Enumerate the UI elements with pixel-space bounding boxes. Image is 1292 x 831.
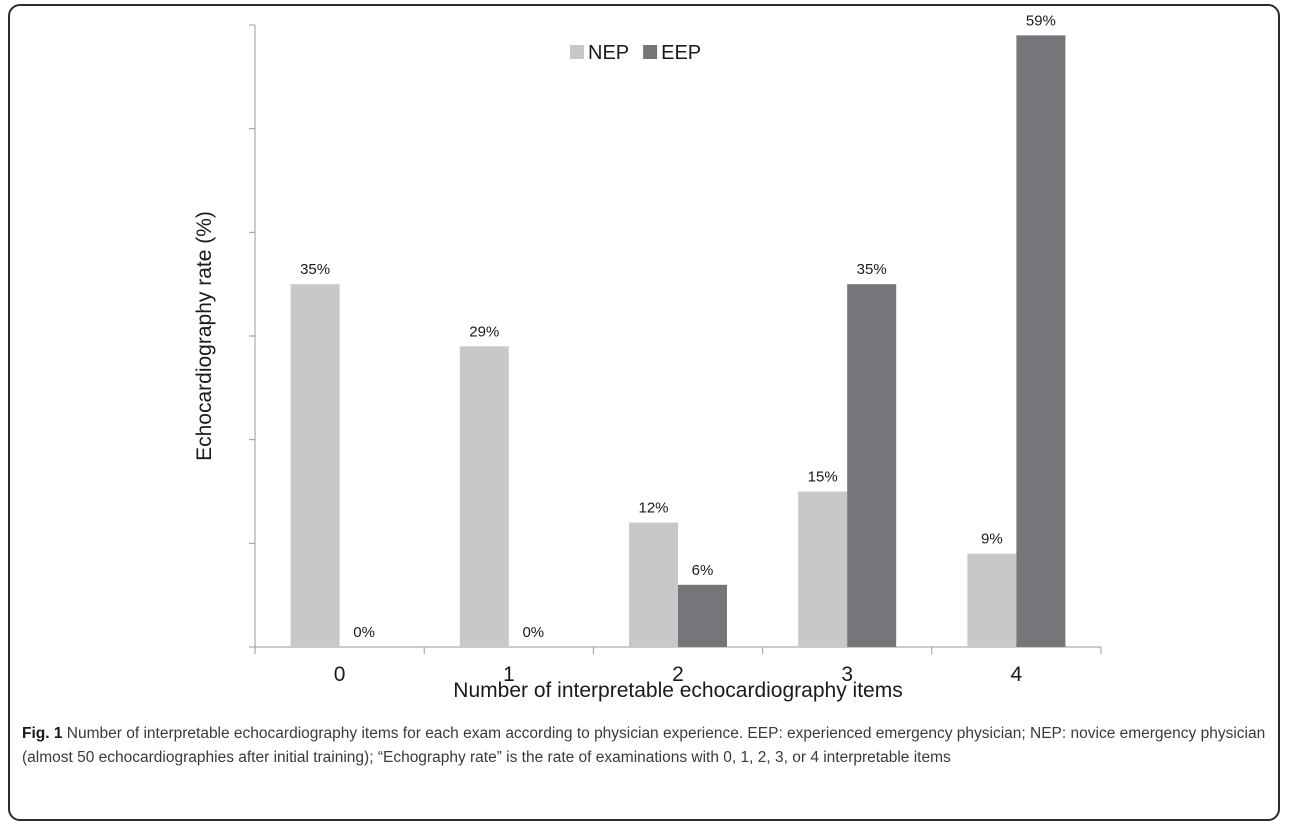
- x-tick-label-3: 3: [841, 663, 853, 686]
- data-label-nep-3: 15%: [808, 469, 838, 486]
- chart-data-labels: 35% 0% 29% 0% 12% 6% 15% 35% 9% 59%: [300, 12, 1056, 641]
- legend-swatch-eep: [643, 45, 658, 59]
- data-label-eep-3: 35%: [857, 261, 887, 278]
- legend-label-nep: NEP: [588, 42, 629, 64]
- data-label-eep-0: 0%: [353, 624, 375, 641]
- caption-text: Number of interpretable echocardiography…: [22, 725, 1266, 766]
- x-tick-labels: 0 1 2 3 4: [334, 663, 1023, 686]
- bar-nep-4: [967, 553, 1017, 647]
- figure-frame: [8, 4, 1280, 821]
- data-label-nep-0: 35%: [300, 261, 330, 278]
- y-axis-title: Echocardiography rate (%): [193, 211, 216, 461]
- figure-caption: Fig. 1 Number of interpretable echocardi…: [22, 722, 1272, 770]
- figure-label: Fig. 1: [22, 725, 63, 742]
- data-label-eep-2: 6%: [692, 562, 714, 579]
- bar-nep-1: [459, 346, 509, 647]
- x-tick-label-4: 4: [1011, 663, 1023, 686]
- data-label-eep-4: 59%: [1026, 12, 1056, 29]
- legend-swatch-nep: [570, 45, 584, 59]
- x-tick-label-2: 2: [672, 663, 684, 686]
- bar-eep-2: [678, 584, 727, 647]
- chart-legend: NEP EEP: [570, 42, 701, 64]
- chart-axes: [249, 24, 1102, 654]
- data-label-nep-4: 9%: [981, 531, 1003, 548]
- bar-nep-0: [290, 284, 340, 647]
- chart-bars: [290, 35, 1066, 648]
- data-label-nep-2: 12%: [638, 500, 668, 517]
- bar-eep-3: [847, 284, 897, 647]
- legend-label-eep: EEP: [661, 42, 701, 64]
- data-label-nep-1: 29%: [469, 323, 499, 340]
- x-tick-label-0: 0: [334, 663, 346, 686]
- bar-nep-2: [629, 522, 678, 647]
- x-tick-label-1: 1: [503, 663, 515, 686]
- bar-eep-4: [1016, 35, 1066, 648]
- x-axis-title: Number of interpretable echocardiography…: [453, 679, 902, 702]
- data-label-eep-1: 0%: [522, 624, 544, 641]
- bar-nep-3: [798, 491, 848, 647]
